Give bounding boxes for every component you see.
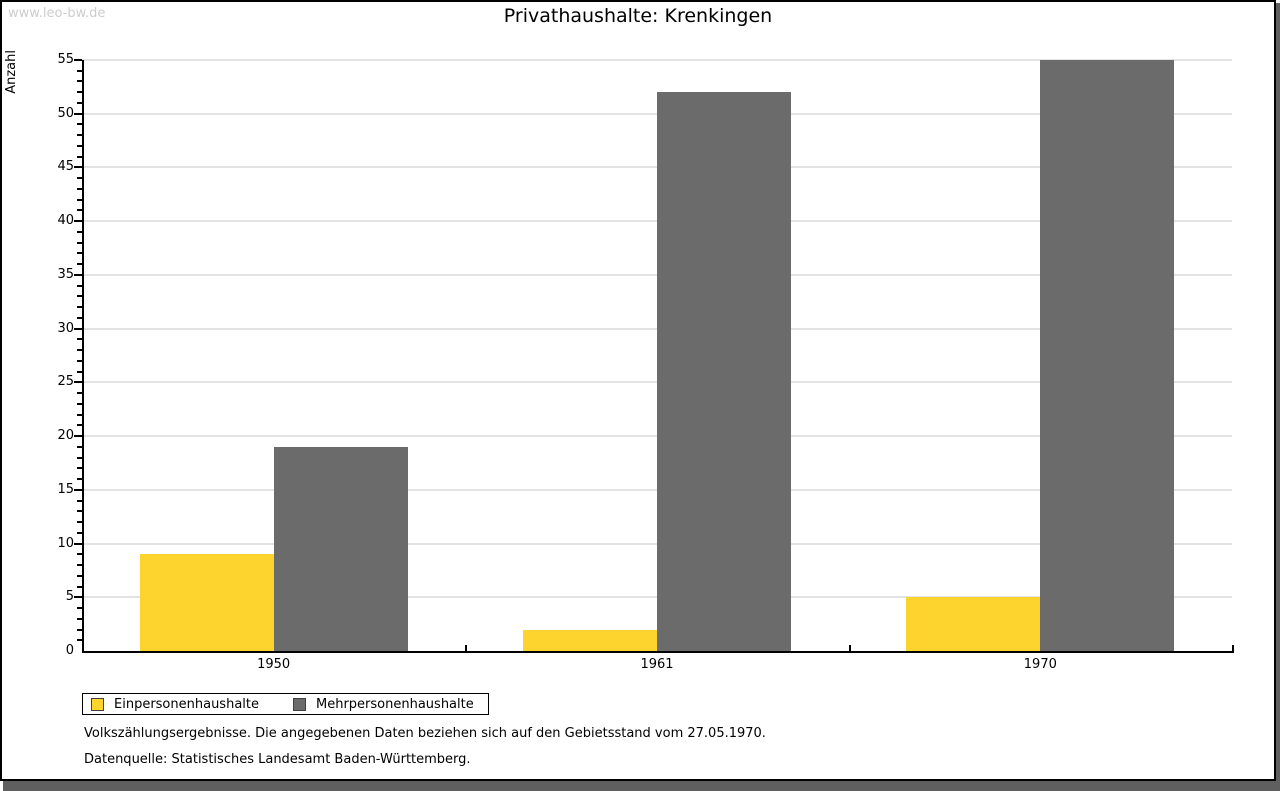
y-tick-label: 20 <box>57 428 74 444</box>
y-axis-tick <box>77 91 82 94</box>
y-axis-tick <box>77 284 82 287</box>
bar-einpersonenhaushalte-1970 <box>906 597 1041 651</box>
y-axis-tick <box>77 445 82 448</box>
y-axis-tick <box>74 166 82 169</box>
y-axis-tick <box>77 456 82 459</box>
y-axis-tick <box>77 338 82 341</box>
bar-mehrpersonenhaushalte-1970 <box>1040 60 1175 651</box>
bar-einpersonenhaushalte-1950 <box>139 554 274 651</box>
y-axis-tick <box>77 349 82 352</box>
y-axis-tick <box>77 306 82 309</box>
y-tick-label: 15 <box>57 481 74 497</box>
y-tick-label: 5 <box>65 589 74 605</box>
y-axis-tick <box>77 263 82 266</box>
x-axis-tick <box>848 645 851 651</box>
bar-einpersonenhaushalte-1961 <box>523 630 657 651</box>
legend-item-mehrpersonenhaushalte: Mehrpersonenhaushalte <box>293 697 474 712</box>
y-axis-tick <box>77 424 82 427</box>
y-axis-tick <box>77 617 82 620</box>
y-axis-tick <box>77 241 82 244</box>
y-axis-tick <box>77 123 82 126</box>
y-axis-tick <box>77 370 82 373</box>
chart-title: Privathaushalte: Krenkingen <box>503 5 773 27</box>
y-axis-tick <box>77 553 82 556</box>
y-axis-tick <box>77 316 82 319</box>
y-axis-tick <box>77 574 82 577</box>
y-axis-tick <box>77 230 82 233</box>
bar-mehrpersonenhaushalte-1961 <box>657 92 791 651</box>
x-axis-tick <box>465 645 468 651</box>
legend: Einpersonenhaushalte Mehrpersonenhaushal… <box>82 693 489 715</box>
y-tick-label: 0 <box>65 643 74 658</box>
y-tick-label: 10 <box>57 535 74 551</box>
frame-shadow-bottom <box>3 781 1280 791</box>
y-axis-tick <box>77 69 82 72</box>
footnote-datenquelle: Datenquelle: Statistisches Landesamt Bad… <box>84 752 471 767</box>
y-tick-label: 25 <box>57 374 74 390</box>
y-axis-line <box>82 60 84 653</box>
y-axis-tick <box>77 187 82 190</box>
x-axis-tick <box>1232 645 1234 651</box>
y-axis-tick <box>77 413 82 416</box>
y-axis-tick <box>77 80 82 83</box>
watermark: www.leo-bw.de <box>8 6 106 21</box>
y-tick-label: 50 <box>57 105 74 121</box>
y-axis-tick <box>77 198 82 201</box>
y-axis-tick <box>77 499 82 502</box>
y-axis-tick <box>74 596 82 599</box>
y-axis-tick <box>77 531 82 534</box>
y-axis-tick <box>77 564 82 567</box>
y-axis-tick <box>77 628 82 631</box>
y-axis-tick <box>77 252 82 255</box>
y-axis-tick <box>74 220 82 223</box>
y-axis-tick <box>77 402 82 405</box>
y-axis-tick <box>77 607 82 610</box>
y-axis-tick <box>77 177 82 180</box>
y-axis-tick <box>77 639 82 642</box>
y-tick-label: 45 <box>57 159 74 175</box>
y-axis-tick <box>77 101 82 104</box>
legend-item-einpersonenhaushalte: Einpersonenhaushalte <box>91 697 259 712</box>
y-axis-tick <box>77 155 82 158</box>
y-axis-tick <box>74 435 82 438</box>
y-axis-tick <box>77 585 82 588</box>
legend-swatch-yellow <box>91 697 104 711</box>
y-axis-tick <box>77 134 82 137</box>
legend-swatch-gray <box>293 697 306 711</box>
y-axis-tick <box>77 467 82 470</box>
y-axis-tick <box>74 112 82 115</box>
y-axis-tick <box>74 488 82 491</box>
legend-label: Einpersonenhaushalte <box>114 696 259 712</box>
y-axis-tick <box>77 510 82 513</box>
grid-line <box>82 59 1232 61</box>
y-axis-tick <box>74 542 82 545</box>
y-axis-label: Anzahl <box>4 50 19 94</box>
y-axis-tick <box>77 521 82 524</box>
y-axis-tick <box>74 59 82 61</box>
x-category-label: 1961 <box>640 657 674 672</box>
y-axis-tick <box>77 478 82 481</box>
y-axis-tick <box>77 359 82 362</box>
y-axis-tick <box>74 381 82 384</box>
y-axis-tick <box>74 327 82 330</box>
x-axis-line <box>82 651 1234 653</box>
x-category-label: 1970 <box>1023 657 1057 672</box>
y-tick-label: 55 <box>57 52 74 67</box>
x-category-label: 1950 <box>257 657 291 672</box>
footnote-gebietsstand: Volkszählungsergebnisse. Die angegebenen… <box>84 726 766 741</box>
y-tick-label: 35 <box>57 266 74 282</box>
y-tick-label: 30 <box>57 320 74 336</box>
bar-mehrpersonenhaushalte-1950 <box>273 447 408 651</box>
frame-shadow-right <box>1276 3 1280 781</box>
y-axis-tick <box>77 209 82 212</box>
y-axis-tick <box>74 273 82 276</box>
legend-label: Mehrpersonenhaushalte <box>316 696 474 712</box>
y-axis-tick <box>77 144 82 147</box>
y-axis-tick <box>77 392 82 395</box>
y-axis-tick <box>77 295 82 298</box>
y-tick-label: 40 <box>57 213 74 229</box>
